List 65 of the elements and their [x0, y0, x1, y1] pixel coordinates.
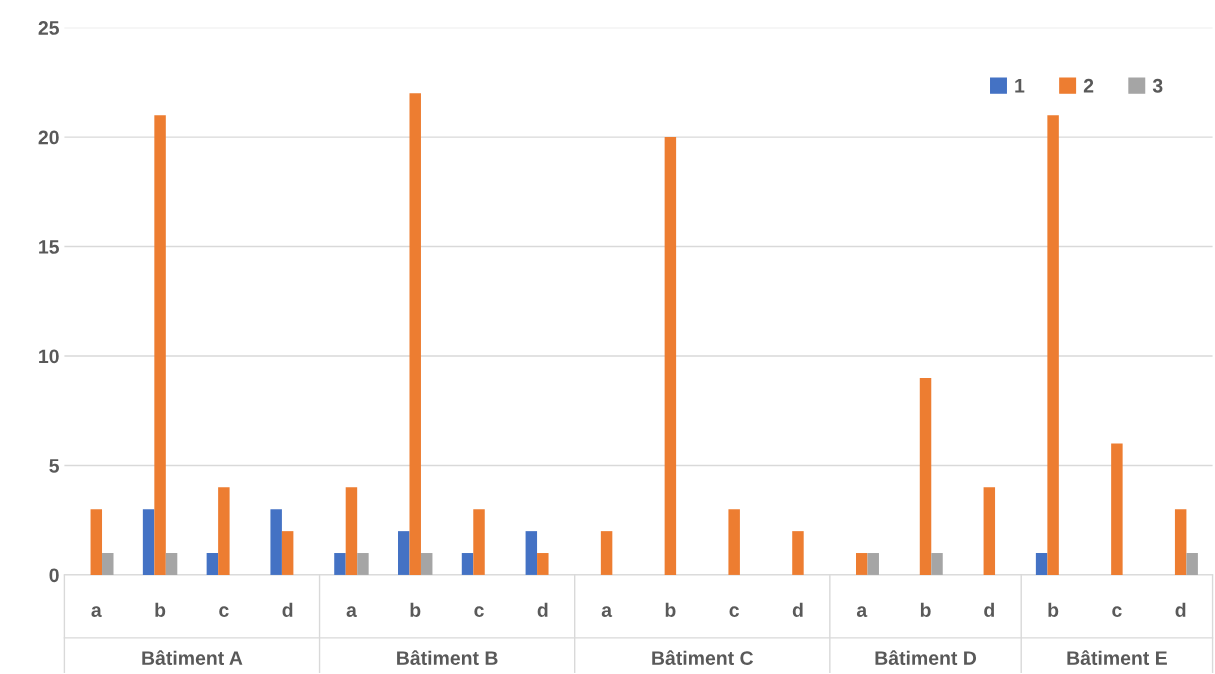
x-tick-label: d — [537, 602, 548, 617]
bar — [90, 509, 103, 575]
text: Bâtiment E — [1067, 650, 1167, 665]
bar — [983, 487, 996, 575]
x-tick-label: b — [410, 602, 421, 617]
bar — [420, 553, 433, 575]
bar — [334, 553, 346, 575]
bar — [270, 509, 282, 575]
y-tick-label: 5 — [49, 459, 59, 473]
x-tick-label: d — [984, 602, 994, 617]
x-tick-label: a — [601, 606, 613, 617]
x-tick-label: b — [665, 602, 676, 617]
legend-label: 1 — [1015, 79, 1025, 93]
x-tick-label: b — [1048, 602, 1059, 617]
x-tick-label: b — [920, 602, 931, 617]
x-tick-label: d — [792, 602, 803, 617]
x-tick-label: c — [474, 606, 484, 617]
bar — [856, 553, 868, 575]
bar — [409, 93, 421, 575]
bar — [357, 553, 369, 575]
y-tick-label: 10 — [39, 349, 59, 364]
bar — [931, 553, 943, 575]
text: Bâtiment D — [875, 650, 977, 665]
y-tick-label: 25 — [38, 21, 59, 35]
bar — [154, 115, 166, 575]
bar — [1186, 553, 1198, 575]
text: Bâtiment A — [142, 650, 243, 665]
bar — [165, 553, 178, 575]
bar — [1111, 443, 1123, 575]
bar — [792, 531, 804, 575]
x-tick-label: c — [1112, 606, 1122, 617]
x-tick-label: c — [729, 606, 739, 617]
bar — [398, 531, 410, 575]
text: Bâtiment B — [397, 650, 498, 665]
bar — [867, 553, 879, 575]
y-tick-label: 15 — [39, 240, 59, 254]
bar — [345, 487, 358, 575]
bar — [525, 531, 538, 575]
bar — [1174, 509, 1187, 575]
x-tick-label: a — [346, 606, 357, 617]
text: Bâtiment C — [652, 650, 754, 665]
bar — [1047, 115, 1059, 575]
bar — [206, 553, 219, 575]
bar — [102, 553, 114, 575]
bar — [919, 377, 932, 575]
x-tick-label: b — [155, 602, 166, 617]
bar — [664, 137, 677, 575]
bar — [600, 531, 613, 575]
y-tick-label: 20 — [38, 130, 59, 145]
bar — [537, 553, 549, 575]
x-tick-label: a — [91, 606, 102, 617]
x-tick-label: c — [219, 606, 229, 617]
bar — [728, 509, 740, 575]
legend-label: 2 — [1083, 78, 1094, 93]
x-tick-label: d — [1175, 602, 1186, 617]
x-tick-label: d — [282, 602, 293, 617]
legend-label: 3 — [1152, 78, 1163, 93]
bar — [1035, 553, 1048, 575]
bar — [281, 531, 294, 575]
y-tick-label: 0 — [49, 568, 59, 583]
bar — [473, 509, 485, 575]
bar — [218, 487, 230, 575]
x-tick-label: a — [856, 606, 868, 617]
bar — [142, 509, 155, 575]
bar — [461, 553, 474, 575]
